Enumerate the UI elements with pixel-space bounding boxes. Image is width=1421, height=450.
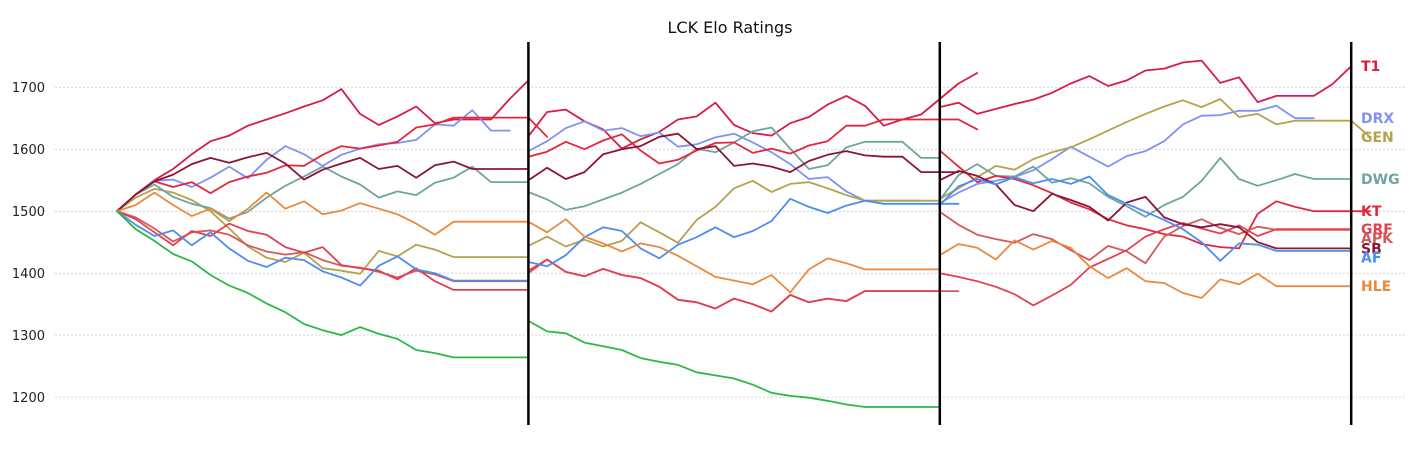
team-label-apk: APK (1361, 231, 1394, 247)
series-line-sb-segment-3 (938, 169, 1353, 250)
series-line-gen-segment-3 (938, 98, 1371, 200)
series-line-gen-segment-1 (116, 187, 530, 275)
series-line-unlabeled-segment-2 (527, 319, 941, 408)
y-tick-label: 1200 (12, 391, 45, 406)
series-line-kt-segment-1 (116, 116, 548, 213)
series-line-grf-segment-1 (116, 210, 530, 291)
series-line-hle-segment-1 (116, 191, 530, 236)
team-label-gen: GEN (1361, 130, 1394, 146)
series-line-grf-segment-2 (527, 258, 941, 313)
series-line-af-segment-2 (527, 197, 960, 268)
series-line-gen-segment-2 (527, 179, 941, 248)
series-line-drx-segment-2 (527, 120, 922, 202)
series-line-af-segment-1 (116, 210, 530, 287)
series-line-drx-segment-3 (938, 104, 1315, 205)
series-line-t1-segment-3 (938, 59, 1353, 115)
segment-dividers (527, 42, 1353, 425)
team-label-dwg: DWG (1361, 172, 1400, 188)
series-line-unlabeled-segment-1 (116, 210, 530, 359)
y-tick-label: 1700 (12, 81, 45, 96)
series-line-hle-segment-3 (938, 239, 1353, 299)
team-label-t1: T1 (1361, 59, 1380, 75)
grid (55, 86, 1405, 398)
team-label-hle: HLE (1361, 279, 1391, 295)
series-line-apk-segment-2 (527, 258, 960, 313)
team-label-sb: SB (1361, 241, 1382, 257)
team-label-drx: DRX (1361, 111, 1394, 127)
series-line-dwg-segment-3 (938, 156, 1353, 218)
team-label-af: AF (1361, 250, 1381, 266)
series-lines (116, 59, 1371, 408)
series-line-kt-segment-2 (527, 118, 979, 165)
team-label-grf: GRF (1361, 222, 1393, 238)
y-tick-label: 1400 (12, 267, 45, 282)
series-line-dwg-segment-2 (527, 126, 941, 211)
series-line-grf-segment-3 (938, 222, 1353, 307)
series-line-hle-segment-2 (527, 218, 941, 294)
chart-title: LCK Elo Ratings (667, 18, 792, 37)
series-line-sb-segment-1 (116, 151, 530, 213)
series-line-t1-segment-2 (527, 72, 979, 150)
series-line-t1-segment-1 (116, 79, 530, 213)
series-line-sb-segment-2 (527, 132, 960, 182)
y-tick-label: 1500 (12, 205, 45, 220)
y-axis-ticks: 1200 1300 1400 1500 1600 1700 (12, 81, 45, 406)
y-tick-label: 1300 (12, 329, 45, 344)
series-line-dwg-segment-1 (116, 165, 530, 220)
team-label-kt: KT (1361, 204, 1382, 220)
y-tick-label: 1600 (12, 143, 45, 158)
series-line-af-segment-3 (938, 175, 1353, 262)
